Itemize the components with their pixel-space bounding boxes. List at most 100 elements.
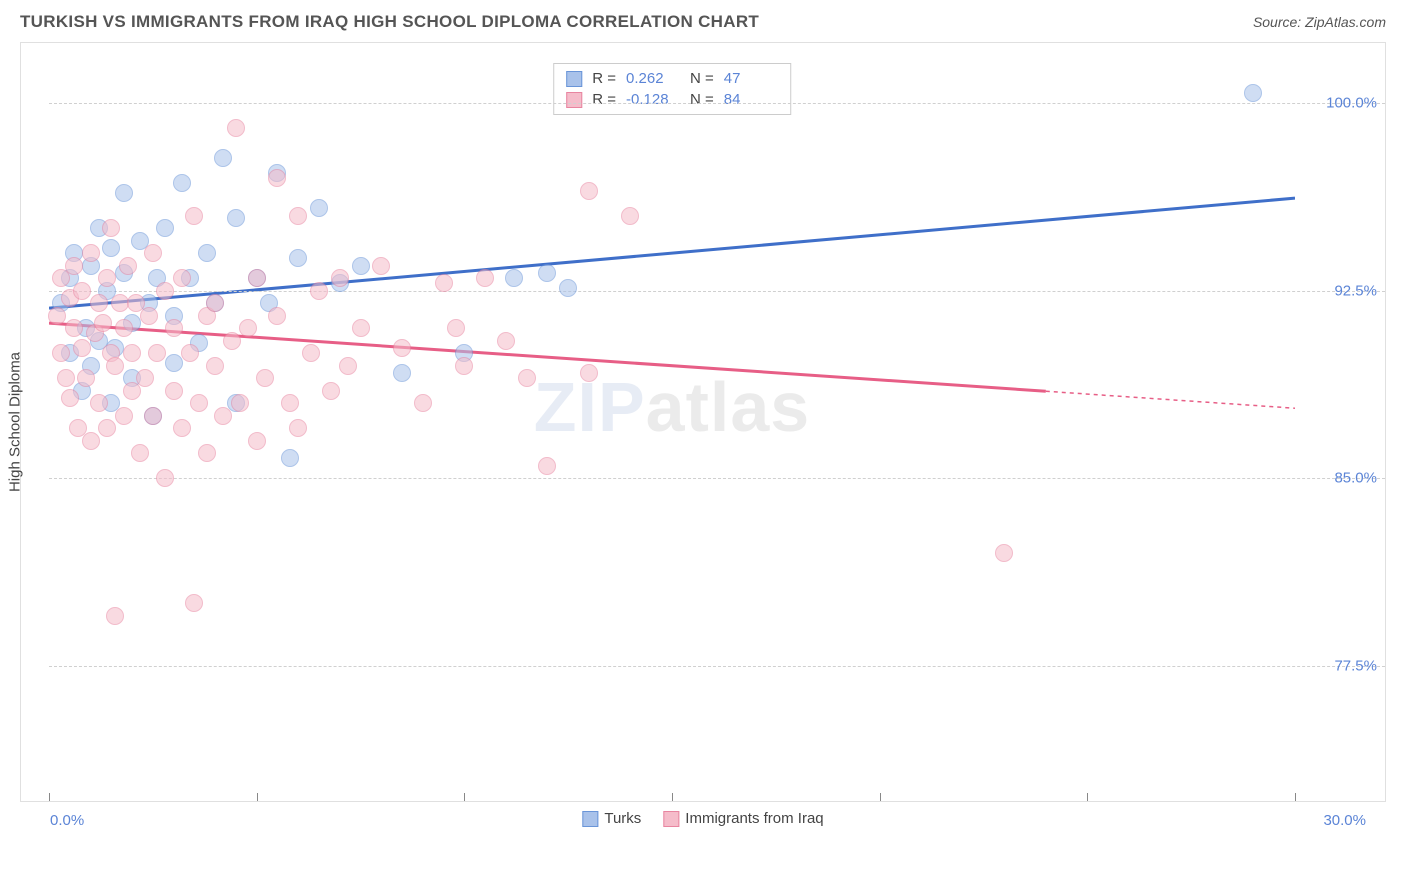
legend-swatch	[663, 811, 679, 827]
watermark-part2: atlas	[646, 368, 811, 446]
legend-swatch	[566, 71, 582, 87]
data-point	[310, 282, 328, 300]
legend-label: Immigrants from Iraq	[685, 810, 823, 827]
data-point	[90, 394, 108, 412]
legend-label: Turks	[604, 810, 641, 827]
stat-r-value: 0.262	[626, 70, 680, 87]
data-point	[538, 264, 556, 282]
gridline	[49, 103, 1385, 104]
data-point	[231, 394, 249, 412]
data-point	[505, 269, 523, 287]
source-attribution: Source: ZipAtlas.com	[1253, 14, 1386, 30]
stat-n-label: N =	[690, 70, 714, 87]
data-point	[77, 369, 95, 387]
stat-r-label: R =	[592, 91, 616, 108]
data-point	[190, 394, 208, 412]
legend-item: Immigrants from Iraq	[663, 810, 823, 827]
data-point	[621, 207, 639, 225]
data-point	[310, 199, 328, 217]
data-point	[61, 389, 79, 407]
data-point	[223, 332, 241, 350]
data-point	[82, 244, 100, 262]
data-point	[289, 207, 307, 225]
legend-item: Turks	[582, 810, 641, 827]
data-point	[248, 432, 266, 450]
x-axis-tick	[672, 793, 673, 801]
data-point	[331, 269, 349, 287]
data-point	[206, 357, 224, 375]
data-point	[1244, 84, 1262, 102]
data-point	[339, 357, 357, 375]
data-point	[393, 364, 411, 382]
data-point	[106, 357, 124, 375]
data-point	[52, 344, 70, 362]
data-point	[455, 357, 473, 375]
data-point	[119, 257, 137, 275]
stat-n-value: 47	[724, 70, 778, 87]
x-axis-tick	[1295, 793, 1296, 801]
data-point	[57, 369, 75, 387]
stats-row: R = -0.128 N = 84	[566, 89, 778, 110]
data-point	[115, 407, 133, 425]
data-point	[94, 314, 112, 332]
data-point	[165, 382, 183, 400]
data-point	[185, 594, 203, 612]
data-point	[156, 282, 174, 300]
data-point	[185, 207, 203, 225]
data-point	[214, 149, 232, 167]
data-point	[580, 364, 598, 382]
stat-n-value: 84	[724, 91, 778, 108]
stat-r-label: R =	[592, 70, 616, 87]
data-point	[156, 469, 174, 487]
x-axis-max-label: 30.0%	[1323, 812, 1366, 829]
y-axis-tick-label: 77.5%	[1334, 657, 1377, 674]
x-axis-tick	[880, 793, 881, 801]
x-axis-tick	[464, 793, 465, 801]
data-point	[268, 169, 286, 187]
data-point	[281, 449, 299, 467]
data-point	[98, 269, 116, 287]
y-axis-title: High School Diploma	[7, 352, 24, 492]
data-point	[136, 369, 154, 387]
data-point	[289, 249, 307, 267]
data-point	[476, 269, 494, 287]
data-point	[82, 432, 100, 450]
data-point	[580, 182, 598, 200]
data-point	[102, 219, 120, 237]
stat-n-label: N =	[690, 91, 714, 108]
data-point	[447, 319, 465, 337]
trendlines-svg	[49, 53, 1295, 791]
data-point	[559, 279, 577, 297]
watermark: ZIPatlas	[534, 367, 810, 447]
stat-r-value: -0.128	[626, 91, 680, 108]
gridline	[49, 666, 1385, 667]
data-point	[248, 269, 266, 287]
x-axis-min-label: 0.0%	[50, 812, 84, 829]
data-point	[148, 344, 166, 362]
data-point	[156, 219, 174, 237]
stats-legend-box: R = 0.262 N = 47 R = -0.128 N = 84	[553, 63, 791, 115]
data-point	[352, 319, 370, 337]
data-point	[239, 319, 257, 337]
legend-swatch	[582, 811, 598, 827]
data-point	[372, 257, 390, 275]
data-point	[115, 319, 133, 337]
data-point	[73, 339, 91, 357]
y-axis-tick-label: 100.0%	[1326, 95, 1377, 112]
data-point	[198, 444, 216, 462]
data-point	[123, 344, 141, 362]
data-point	[48, 307, 66, 325]
data-point	[115, 184, 133, 202]
data-point	[73, 282, 91, 300]
data-point	[518, 369, 536, 387]
data-point	[65, 319, 83, 337]
x-axis-tick	[1087, 793, 1088, 801]
data-point	[214, 407, 232, 425]
data-point	[165, 319, 183, 337]
data-point	[173, 419, 191, 437]
data-point	[131, 444, 149, 462]
data-point	[181, 344, 199, 362]
data-point	[435, 274, 453, 292]
data-point	[538, 457, 556, 475]
plot-area: ZIPatlas R =0.262N =47R =-0.128N =84 77.…	[49, 53, 1295, 791]
